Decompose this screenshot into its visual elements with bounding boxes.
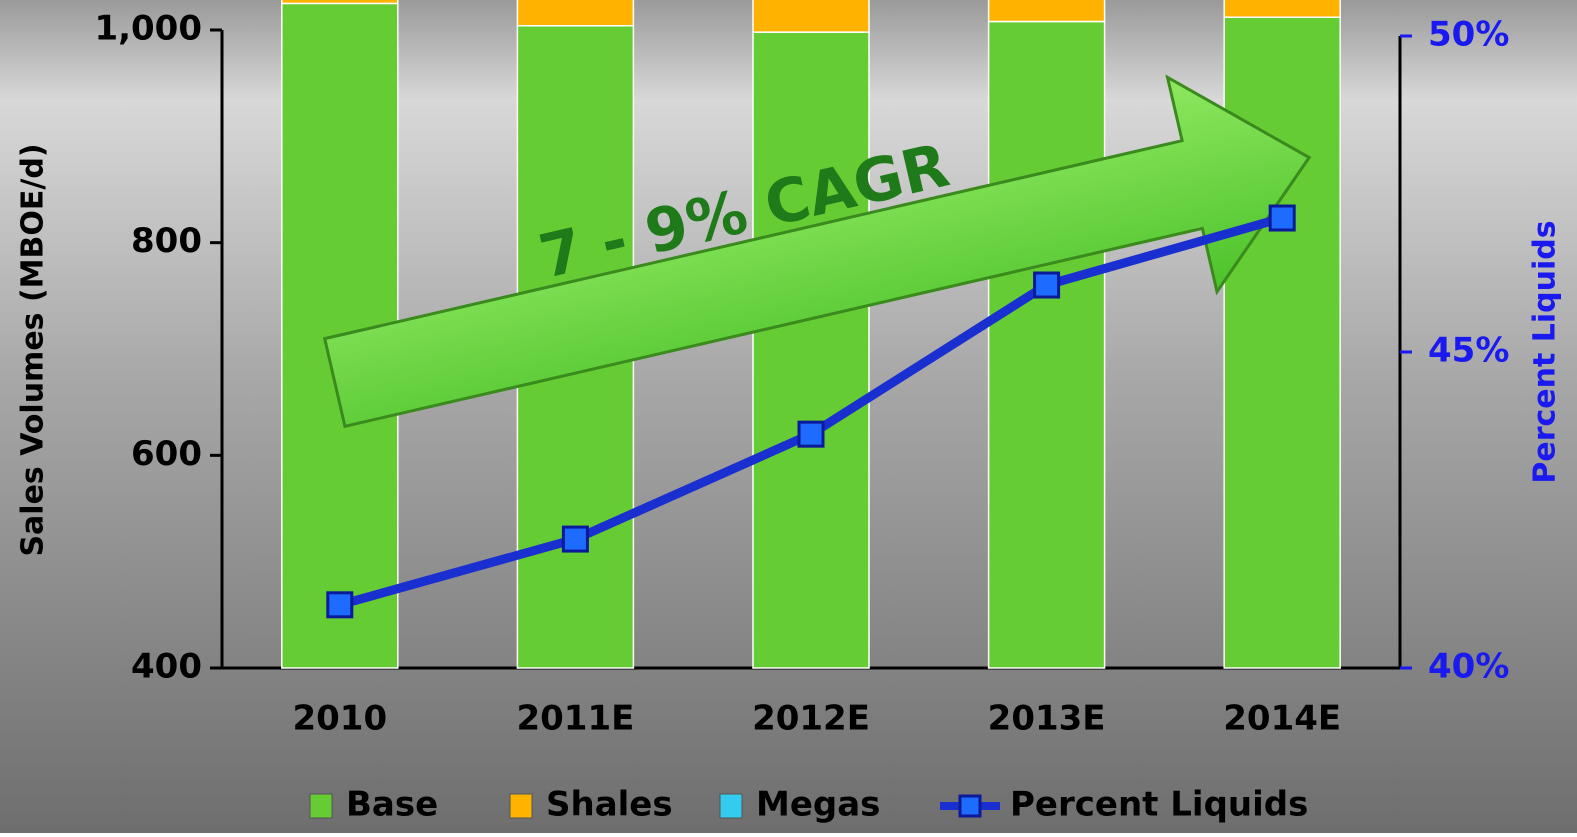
- y-tick-label: 800: [131, 221, 202, 261]
- y2-tick-label: 50%: [1428, 15, 1509, 55]
- line-marker: [1268, 204, 1296, 232]
- line-marker: [797, 420, 825, 448]
- legend-label: Base: [346, 785, 438, 825]
- y-tick-label: 1,000: [94, 9, 202, 49]
- bar-segment: [1223, 0, 1341, 18]
- bar-segment: [516, 0, 635, 27]
- x-tick-label: 2012E: [752, 699, 870, 739]
- x-tick-label: 2011E: [516, 699, 634, 739]
- bar-segment: [987, 0, 1106, 23]
- bar-segment: [752, 0, 870, 33]
- legend-label: Percent Liquids: [1010, 785, 1308, 825]
- bar-segment: [752, 31, 870, 669]
- legend-label: Shales: [546, 785, 673, 825]
- y2-tick-label: 45%: [1428, 331, 1509, 371]
- y-tick-label: 400: [131, 647, 202, 687]
- x-tick-label: 2010: [292, 699, 387, 739]
- legend-label: Megas: [756, 785, 880, 825]
- bar-segment: [1223, 16, 1341, 669]
- y-tick-label: 600: [131, 434, 202, 474]
- y2-tick-label: 40%: [1428, 647, 1509, 687]
- y2-axis-label: Percent Liquids: [1528, 220, 1563, 483]
- plot-area: 400 600 800 1,000 40% 45% 50% 2010 2011E 2012E 201…: [94, 0, 1509, 739]
- line-marker: [326, 591, 354, 619]
- line-marker: [1033, 271, 1061, 299]
- bar-segment: [281, 0, 399, 5]
- x-tick-label: 2014E: [1223, 699, 1341, 739]
- legend-swatch: [509, 793, 533, 819]
- x-tick-label: 2013E: [988, 699, 1106, 739]
- bar-segment: [987, 20, 1106, 669]
- legend-swatch: [309, 793, 333, 819]
- line-marker: [561, 525, 589, 553]
- legend-swatch: [719, 793, 743, 819]
- legend-marker: [958, 794, 982, 818]
- y-axis-label: Sales Volumes (MBOE/d): [16, 143, 51, 556]
